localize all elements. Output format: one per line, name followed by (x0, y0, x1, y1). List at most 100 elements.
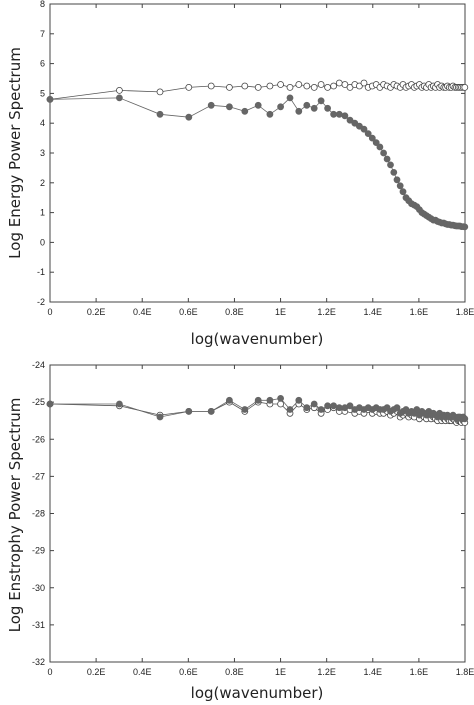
energy-spectrum-panel: 0 0.2E 0.4E 0.6E 0.8E 1E 1.2E 1.4E 1.6E 1.8E -2 -1… (6, 0, 474, 348)
filled-data-point (207, 101, 215, 109)
open-data-point (355, 82, 363, 90)
filled-data-point (380, 149, 388, 157)
open-data-point (295, 81, 303, 88)
filled-data-point (341, 112, 349, 120)
open-data-point (346, 84, 354, 91)
open-data-point (116, 87, 123, 94)
filled-data-point (116, 400, 123, 408)
x-axis-label: log(wavenumber) (191, 330, 324, 348)
filled-data-point (372, 139, 380, 147)
y-tick-label: -31 (32, 620, 45, 630)
x-ticks: 0 0.2E 0.4E 0.6E 0.8E 1E 1.2E 1.4E 1.6E 1.8E (47, 4, 474, 317)
series-layer (46, 79, 469, 231)
y-tick-label: 7 (40, 29, 45, 39)
y-tick-label: -26 (32, 434, 45, 444)
filled-data-point (156, 413, 164, 421)
y-tick-label: 6 (40, 59, 45, 69)
y-tick-label: -2 (37, 297, 45, 307)
filled-data-point (335, 110, 343, 118)
open-data-point (317, 81, 325, 88)
open-data-point (277, 400, 285, 408)
x-tick-label: 0.8E (225, 667, 244, 677)
x-tick-label: 1.2E (317, 307, 336, 317)
y-tick-label: -1 (37, 267, 45, 277)
x-tick-label: 0 (47, 667, 52, 677)
filled-data-point (207, 407, 215, 415)
filled-data-point (324, 402, 332, 410)
filled-data-point (346, 116, 354, 124)
filled-data-point (317, 406, 325, 413)
y-tick-label: 3 (40, 148, 45, 158)
filled-data-point (241, 406, 249, 413)
x-ticks: 0 0.2E 0.4E 0.6E 0.8E 1E 1.2E 1.4E 1.6E 1.8E (47, 365, 474, 677)
series-layer (46, 394, 469, 426)
filled-data-point (185, 407, 193, 415)
open-data-point (266, 82, 274, 90)
filled-data-point (303, 404, 311, 412)
filled-data-point (225, 396, 233, 404)
open-data-point (156, 88, 164, 96)
open-data-point (324, 84, 332, 91)
filled-data-point (156, 110, 164, 118)
filled-data-point (303, 101, 311, 109)
filled-data-point (241, 107, 249, 115)
filled-series-line (49, 97, 465, 228)
x-tick-label: 0.2E (87, 667, 106, 677)
x-tick-label: 0.4E (133, 307, 152, 317)
y-tick-label: 2 (40, 178, 45, 188)
filled-data-point (295, 396, 303, 404)
y-tick-label: -29 (32, 546, 45, 556)
y-ticks: -32 -31 -30 -29 -28 -27 -26 -25 -24 (32, 360, 465, 667)
filled-data-point (225, 103, 233, 111)
x-tick-label: 1E (275, 667, 286, 677)
filled-data-point (368, 134, 376, 142)
filled-data-point (277, 103, 285, 111)
filled-data-point (310, 400, 318, 408)
x-tick-label: 1.8E (456, 307, 474, 317)
filled-data-point (335, 404, 343, 412)
filled-data-point (393, 404, 401, 412)
open-data-point (277, 81, 285, 88)
open-data-point (330, 82, 338, 90)
filled-data-point (317, 97, 325, 105)
open-data-point (303, 82, 311, 90)
y-axis-label: Log Energy Power Spectrum (6, 47, 24, 259)
filled-data-point (351, 119, 359, 127)
x-tick-label: 1E (275, 307, 286, 317)
x-tick-label: 0.8E (225, 307, 244, 317)
filled-data-point (286, 94, 294, 102)
filled-data-point (355, 122, 363, 130)
filled-data-point (330, 402, 338, 410)
filled-data-point (393, 176, 401, 184)
x-tick-label: 1.6E (410, 667, 429, 677)
open-data-point (335, 79, 343, 87)
filled-data-point (399, 188, 407, 196)
y-tick-label: 5 (40, 88, 45, 98)
x-tick-label: 1.4E (364, 667, 383, 677)
filled-data-point (295, 107, 303, 115)
open-data-point (225, 84, 233, 91)
filled-data-point (461, 223, 469, 231)
x-axis-label: log(wavenumber) (191, 684, 324, 702)
filled-data-point (46, 400, 54, 408)
open-data-point (241, 82, 249, 90)
filled-data-point (324, 104, 332, 112)
open-data-point (254, 84, 262, 91)
filled-data-point (310, 104, 318, 112)
x-tick-label: 1.8E (456, 667, 474, 677)
plot-frame (49, 3, 466, 303)
filled-data-point (116, 94, 123, 102)
filled-data-point (387, 161, 394, 169)
x-tick-label: 0.4E (133, 667, 152, 677)
filled-data-point (461, 415, 469, 423)
filled-data-point (266, 110, 274, 118)
enstrophy-spectrum-panel: 0 0.2E 0.4E 0.6E 0.8E 1E 1.2E 1.4E 1.6E 1.8E -32-… (6, 360, 474, 702)
y-tick-label: -32 (32, 657, 45, 667)
filled-data-point (185, 113, 193, 121)
y-tick-label: -30 (32, 583, 45, 593)
y-tick-label: 1 (40, 208, 45, 218)
y-tick-label: -28 (32, 509, 45, 519)
open-data-point (207, 82, 215, 90)
filled-data-point (46, 96, 54, 103)
